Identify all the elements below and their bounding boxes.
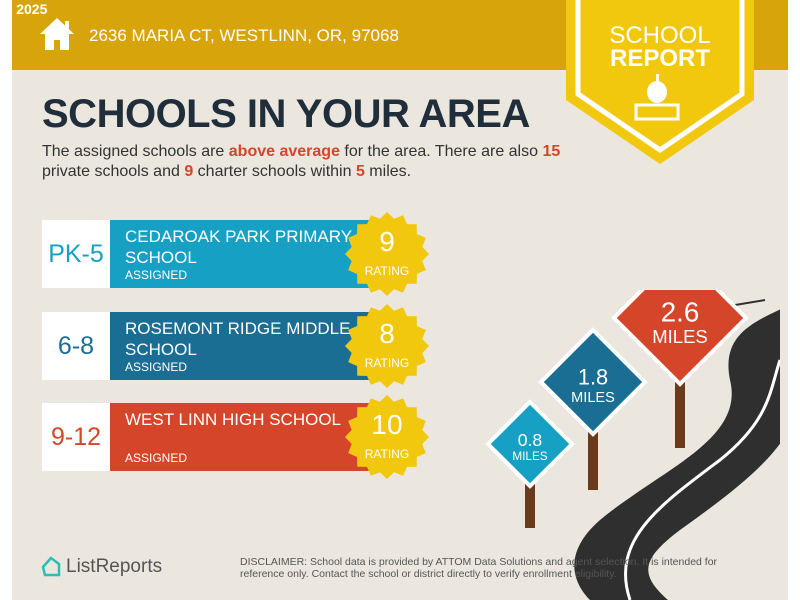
description: The assigned schools are above average f… <box>42 142 562 182</box>
logo-icon <box>41 556 61 577</box>
school-status: ASSIGNED <box>125 451 188 465</box>
distance-sign: 2.6 MILES <box>611 290 749 448</box>
desc-text: miles. <box>364 163 412 180</box>
property-address: 2636 MARIA CT, WESTLINN, OR, 97068 <box>89 26 399 45</box>
rating-starburst-icon <box>345 304 429 388</box>
school-row: PK-5 CEDAROAK PARK PRIMARY SCHOOL ASSIGNE… <box>42 212 429 296</box>
distance-sign: 1.8 MILES <box>538 327 648 490</box>
sign-unit: MILES <box>652 326 707 347</box>
road <box>574 309 780 600</box>
desc-text: private schools and <box>42 163 185 180</box>
distance-sign: 0.8 MILES <box>485 399 575 528</box>
house-icon <box>40 18 74 50</box>
desc-text: for the area. There are also <box>339 143 543 160</box>
school-name: WEST LINN HIGH SCHOOL <box>125 410 341 429</box>
charter-count: 9 <box>184 163 194 180</box>
school-row: 9-12 WEST LINN HIGH SCHOOL ASSIGNED 10 RA… <box>42 395 429 479</box>
disclaimer-label: DISCLAIMER: <box>240 556 308 568</box>
badge-text: SCHOOL REPORT <box>575 22 745 72</box>
school-name: ROSEMONT RIDGE MIDDLE SCHOOL <box>125 319 351 359</box>
badge-line2: REPORT <box>609 45 710 72</box>
sign-unit: MILES <box>512 450 547 463</box>
school-name: CEDAROAK PARK PRIMARY SCHOOL <box>125 227 352 267</box>
copyright: © 2025 <box>2 1 48 17</box>
logo-text: ListReports <box>66 556 163 577</box>
school-status: ASSIGNED <box>125 360 188 374</box>
sign-unit: MILES <box>571 390 615 406</box>
school-row: 6-8 ROSEMONT RIDGE MIDDLE SCHOOL ASSIGNED… <box>42 304 429 388</box>
desc-text: charter schools within <box>193 163 356 180</box>
private-count: 15 <box>542 143 561 160</box>
rating-value: 8 <box>379 318 395 349</box>
grade-range: 6-8 <box>42 312 110 380</box>
page-title: SCHOOLS IN YOUR AREA <box>42 92 530 136</box>
badge-line1: SCHOOL <box>609 22 711 49</box>
rating-starburst-icon <box>345 212 429 296</box>
school-status: ASSIGNED <box>125 268 188 282</box>
disclaimer: DISCLAIMER: School data is provided by A… <box>240 556 750 580</box>
road-line <box>624 359 780 600</box>
miles-radius: 5 <box>355 163 365 180</box>
apple-book-icon <box>634 74 680 121</box>
desc-text: The assigned schools are <box>42 143 229 160</box>
disclaimer-text: School data is provided by ATTOM Data So… <box>240 556 718 580</box>
rating-label: RATING <box>364 356 410 370</box>
rating-label: RATING <box>364 447 410 461</box>
sign-distance: 0.8 <box>518 430 543 450</box>
rating-label: RATING <box>364 264 410 278</box>
desc-highlight: above average <box>228 143 340 160</box>
listreports-logo: ListReports <box>40 556 162 578</box>
school-report-badge <box>566 0 754 164</box>
grade-range: 9-12 <box>42 403 110 471</box>
sign-distance: 2.6 <box>661 296 700 327</box>
school-bar: CEDAROAK PARK PRIMARY SCHOOL ASSIGNED <box>110 220 392 288</box>
rating-value: 10 <box>371 409 403 440</box>
rating-value: 9 <box>379 226 395 257</box>
grade-range: PK-5 <box>42 220 110 288</box>
road-signs-illustration: 0.8 MILES 1.8 MILES 2.6 MILES <box>485 290 780 600</box>
rating-starburst-icon <box>345 395 429 479</box>
sign-distance: 1.8 <box>578 365 608 390</box>
